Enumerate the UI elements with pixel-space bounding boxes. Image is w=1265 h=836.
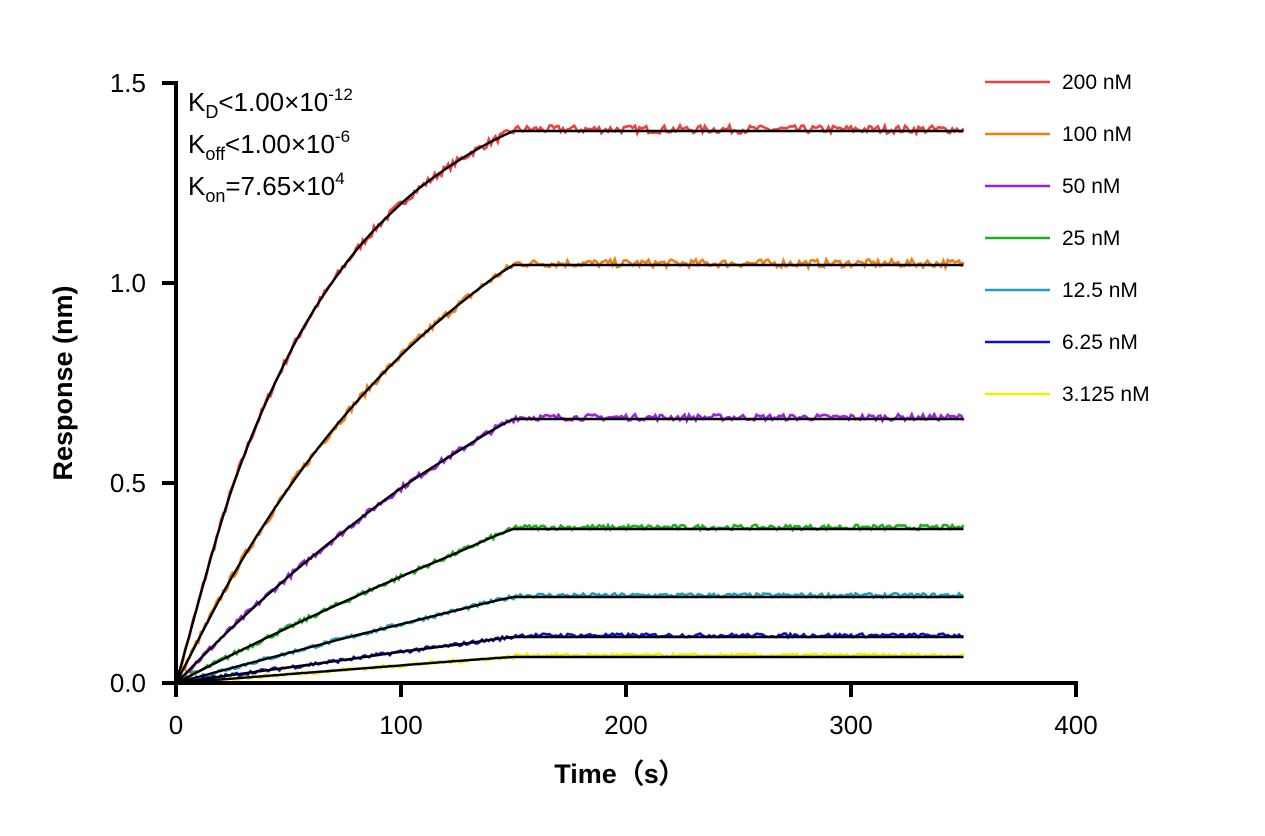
data-trace-2 [176,411,965,685]
traces [174,122,965,685]
y-tick-label: 0.0 [110,668,146,698]
legend-label: 25 nM [1062,227,1120,250]
x-tick-label: 300 [829,710,872,740]
legend-label: 3.125 nM [1062,383,1150,406]
fit-curve-2 [175,417,964,684]
axes: 0 100 200 300 400 0.0 0.5 1.0 1.5 [110,68,1098,740]
y-tick-label: 0.5 [110,468,146,498]
fit-curve-0 [174,129,964,684]
legend-label: 12.5 nM [1062,279,1138,302]
legend-label: 100 nM [1062,123,1132,146]
fit-curve-1 [174,263,964,684]
x-tick-label: 200 [604,710,647,740]
legend-label: 200 nM [1062,71,1132,94]
data-trace-0 [174,122,965,684]
legend: 200 nM 100 nM 50 nM 25 nM 12.5 nM 6.25 nM 3.12… [985,71,1150,406]
kinetic-annotation: KD<1.00×10-12 [188,85,353,122]
fit-curve-4 [175,595,964,685]
fit-curve-6 [175,655,964,685]
fit-curve-3 [175,527,964,685]
y-axis-title: Response (nm) [48,285,78,480]
y-tick-label: 1.0 [110,268,146,298]
fit-curve-5 [175,635,964,685]
annotations: KD<1.00×10-12 Koff<1.00×10-6 Kon=7.65×104 [188,85,353,206]
data-trace-3 [176,522,965,685]
x-tick-label: 0 [169,710,183,740]
x-tick-label: 400 [1054,710,1097,740]
x-axis-title: Time（s） [554,759,686,789]
kinetic-annotation: Koff<1.00×10-6 [188,127,350,164]
data-trace-1 [174,255,965,684]
x-tick-label: 100 [379,710,422,740]
legend-label: 6.25 nM [1062,331,1138,354]
data-trace-5 [175,631,965,685]
legend-label: 50 nM [1062,175,1120,198]
kinetic-annotation: Kon=7.65×104 [188,169,345,206]
y-tick-label: 1.5 [110,68,146,98]
